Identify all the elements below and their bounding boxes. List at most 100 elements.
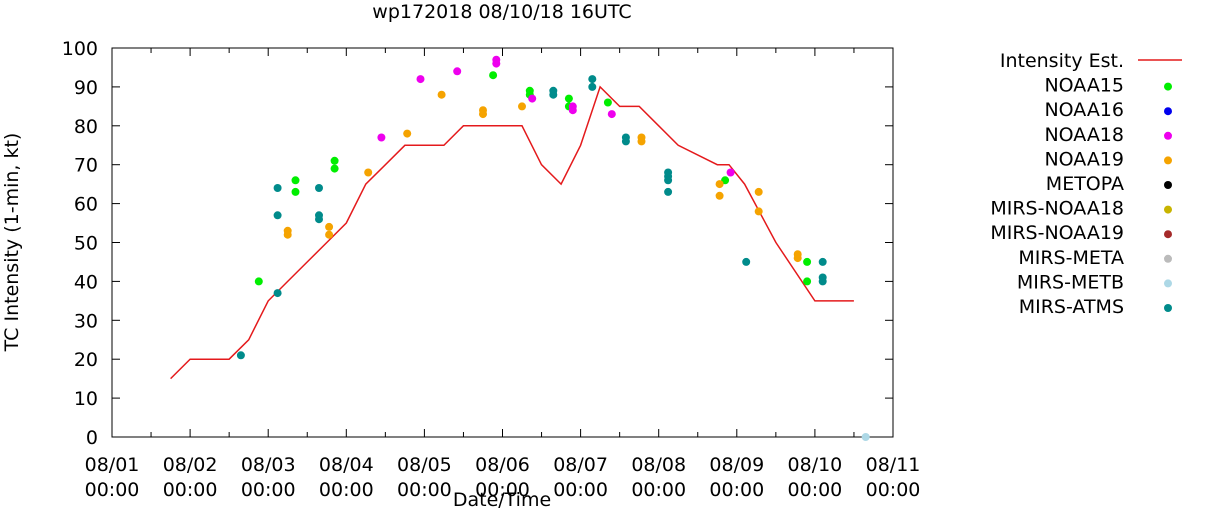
- legend-swatch-noaa16: [1164, 107, 1172, 116]
- point-noaa18: [453, 67, 462, 76]
- point-mirs-atms: [588, 75, 597, 84]
- x-tick-label-time: 00:00: [163, 479, 218, 501]
- point-noaa19: [403, 129, 412, 138]
- legend-label-mirs-atms: MIRS-ATMS: [1019, 296, 1124, 318]
- x-tick-label-time: 00:00: [866, 479, 921, 501]
- point-mirs-metb: [861, 433, 870, 441]
- y-tick-label: 0: [86, 427, 98, 449]
- point-mirs-atms: [273, 289, 282, 298]
- legend-label-noaa18: NOAA18: [1044, 124, 1124, 146]
- legend-swatch-noaa18: [1164, 131, 1172, 140]
- legend-label-mirs-meta: MIRS-META: [1018, 247, 1124, 269]
- chart-title: wp172018 08/10/18 16UTC: [372, 1, 631, 23]
- point-mirs-atms: [818, 277, 827, 286]
- x-tick-label-date: 08/04: [319, 454, 374, 476]
- legend-label-intensity-est-: Intensity Est.: [1000, 50, 1124, 72]
- point-noaa18: [416, 75, 425, 84]
- x-tick-label-time: 00:00: [475, 479, 530, 501]
- point-mirs-atms: [315, 184, 323, 192]
- point-noaa18: [492, 59, 501, 68]
- point-noaa19: [793, 254, 802, 263]
- point-noaa18: [568, 106, 577, 115]
- y-tick-label: 50: [74, 233, 98, 255]
- y-axis-label: TC Intensity (1-min, kt): [1, 133, 23, 353]
- legend-swatch-mirs-metb: [1164, 279, 1172, 288]
- x-axis-label: Date/Time: [453, 489, 551, 509]
- legend-label-mirs-metb: MIRS-METB: [1017, 271, 1124, 293]
- y-tick-label: 70: [74, 155, 98, 177]
- point-noaa18: [377, 133, 386, 142]
- x-tick-label-date: 08/09: [709, 454, 764, 476]
- x-tick-label-time: 00:00: [319, 479, 374, 501]
- y-tick-label: 90: [74, 77, 98, 99]
- x-tick-label-date: 08/10: [788, 454, 843, 476]
- x-tick-label-date: 08/03: [241, 454, 296, 476]
- point-mirs-atms: [664, 176, 673, 185]
- point-noaa18: [528, 94, 537, 103]
- point-noaa19: [754, 207, 763, 216]
- point-noaa15: [803, 257, 812, 266]
- point-mirs-atms: [588, 82, 597, 91]
- point-mirs-atms: [549, 90, 558, 99]
- legend-swatch-mirs-meta: [1164, 254, 1172, 263]
- legend-swatch-noaa15: [1164, 82, 1172, 91]
- point-noaa19: [283, 230, 292, 239]
- y-tick-label: 20: [74, 349, 98, 371]
- point-mirs-atms: [273, 211, 282, 220]
- point-noaa19: [364, 168, 373, 177]
- x-tick-label-date: 08/02: [163, 454, 218, 476]
- point-noaa19: [437, 90, 446, 99]
- point-noaa19: [518, 102, 526, 111]
- point-noaa18: [607, 110, 616, 119]
- point-mirs-atms: [664, 187, 673, 196]
- x-tick-label-date: 08/07: [553, 454, 608, 476]
- y-tick-label: 30: [74, 310, 98, 332]
- point-noaa15: [330, 164, 339, 173]
- legend-swatch-noaa19: [1164, 156, 1172, 165]
- legend-swatch-metopa: [1164, 181, 1172, 189]
- y-tick-label: 10: [74, 388, 98, 410]
- point-noaa15: [330, 156, 339, 165]
- legend-label-noaa19: NOAA19: [1044, 148, 1124, 170]
- legend-label-mirs-noaa18: MIRS-NOAA18: [990, 198, 1124, 220]
- y-tick-label: 60: [74, 194, 98, 216]
- x-tick-label-date: 08/08: [631, 454, 686, 476]
- y-tick-label: 100: [62, 38, 98, 60]
- legend-swatch-mirs-noaa18: [1164, 205, 1172, 214]
- x-tick-label-date: 08/06: [475, 454, 530, 476]
- x-tick-label-date: 08/11: [866, 454, 921, 476]
- point-mirs-atms: [742, 257, 751, 266]
- point-noaa15: [603, 98, 612, 107]
- x-tick-label-time: 00:00: [631, 479, 686, 501]
- legend-label-metopa: METOPA: [1046, 173, 1124, 195]
- point-noaa19: [715, 180, 724, 189]
- point-mirs-atms: [621, 137, 630, 146]
- point-mirs-atms: [273, 184, 282, 192]
- y-tick-label: 40: [74, 271, 98, 293]
- point-noaa15: [254, 277, 263, 286]
- legend-swatch-mirs-noaa19: [1164, 230, 1172, 239]
- point-noaa19: [325, 222, 334, 231]
- point-noaa15: [291, 176, 300, 185]
- y-tick-label: 80: [74, 116, 98, 138]
- x-tick-label-time: 00:00: [241, 479, 296, 501]
- point-noaa18: [726, 168, 735, 177]
- legend-label-noaa16: NOAA16: [1044, 99, 1124, 121]
- point-noaa15: [291, 187, 300, 196]
- point-mirs-atms: [236, 351, 245, 360]
- point-noaa15: [803, 277, 812, 286]
- point-noaa19: [479, 110, 487, 119]
- plot-area: 0 10 20 30 40 50 60 70 80 90 100 08/01 00:00 08/02 00:…: [62, 38, 921, 501]
- point-noaa15: [564, 94, 573, 103]
- legend-label-noaa15: NOAA15: [1044, 75, 1124, 97]
- legend-label-mirs-noaa19: MIRS-NOAA19: [990, 222, 1124, 244]
- x-tick-label-time: 00:00: [85, 479, 140, 501]
- point-noaa19: [325, 230, 334, 239]
- point-noaa19: [754, 187, 763, 196]
- x-tick-label-date: 08/01: [85, 454, 140, 476]
- legend-swatch-mirs-atms: [1164, 304, 1172, 312]
- x-tick-label-date: 08/05: [397, 454, 452, 476]
- x-tick-label-time: 00:00: [709, 479, 764, 501]
